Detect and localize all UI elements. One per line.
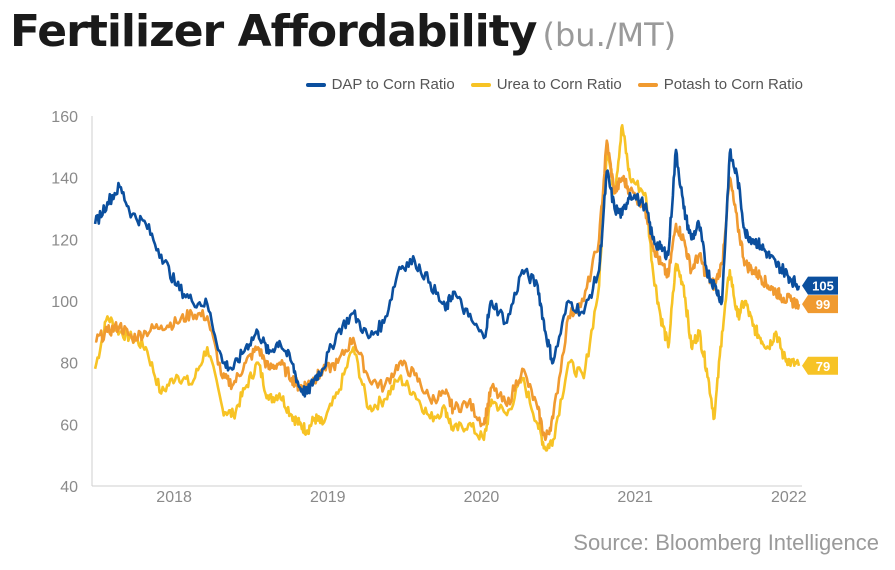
legend-swatch-dap <box>305 82 326 87</box>
end-label-dap: 105 <box>812 279 834 294</box>
series-line-potash <box>94 139 801 442</box>
legend-swatch-potash <box>637 82 658 87</box>
legend-label-dap: DAP to Corn Ratio <box>331 76 455 93</box>
legend-label-potash: Potash to Corn Ratio <box>663 76 803 93</box>
legend-item-urea: Urea to Corn Ratio <box>470 76 622 93</box>
legend-item-potash: Potash to Corn Ratio <box>637 76 803 93</box>
y-tick-label: 100 <box>51 294 78 311</box>
y-tick-label: 140 <box>51 171 78 188</box>
end-label-potash: 99 <box>816 297 830 312</box>
legend-swatch-urea <box>470 82 491 87</box>
end-label-urea: 79 <box>816 359 830 374</box>
source-note: Source: Bloomberg Intelligence <box>573 530 879 555</box>
y-tick-label: 40 <box>60 479 78 496</box>
legend-label-urea: Urea to Corn Ratio <box>496 76 622 93</box>
x-tick-label: 2022 <box>771 489 807 506</box>
end-label-badge-potash <box>802 295 838 314</box>
title-row: Fertilizer Affordability (bu./MT) <box>10 6 676 57</box>
legend-item-dap: DAP to Corn Ratio <box>305 76 455 93</box>
end-label-badge-dap <box>802 276 838 295</box>
x-tick-label: 2021 <box>617 489 653 506</box>
chart-unit: (bu./MT) <box>542 16 677 54</box>
chart-title: Fertilizer Affordability <box>10 6 537 57</box>
y-tick-label: 160 <box>51 109 78 126</box>
series-line-dap <box>93 148 801 398</box>
y-tick-label: 120 <box>51 232 78 249</box>
end-label-badge-urea <box>802 356 838 375</box>
series-line-urea <box>93 124 801 452</box>
y-tick-label: 80 <box>60 356 78 373</box>
x-tick-label: 2020 <box>464 489 500 506</box>
y-tick-label: 60 <box>60 417 78 434</box>
x-tick-label: 2019 <box>310 489 346 506</box>
x-tick-label: 2018 <box>156 489 192 506</box>
legend: DAP to Corn Ratio Urea to Corn Ratio Pot… <box>305 76 803 93</box>
